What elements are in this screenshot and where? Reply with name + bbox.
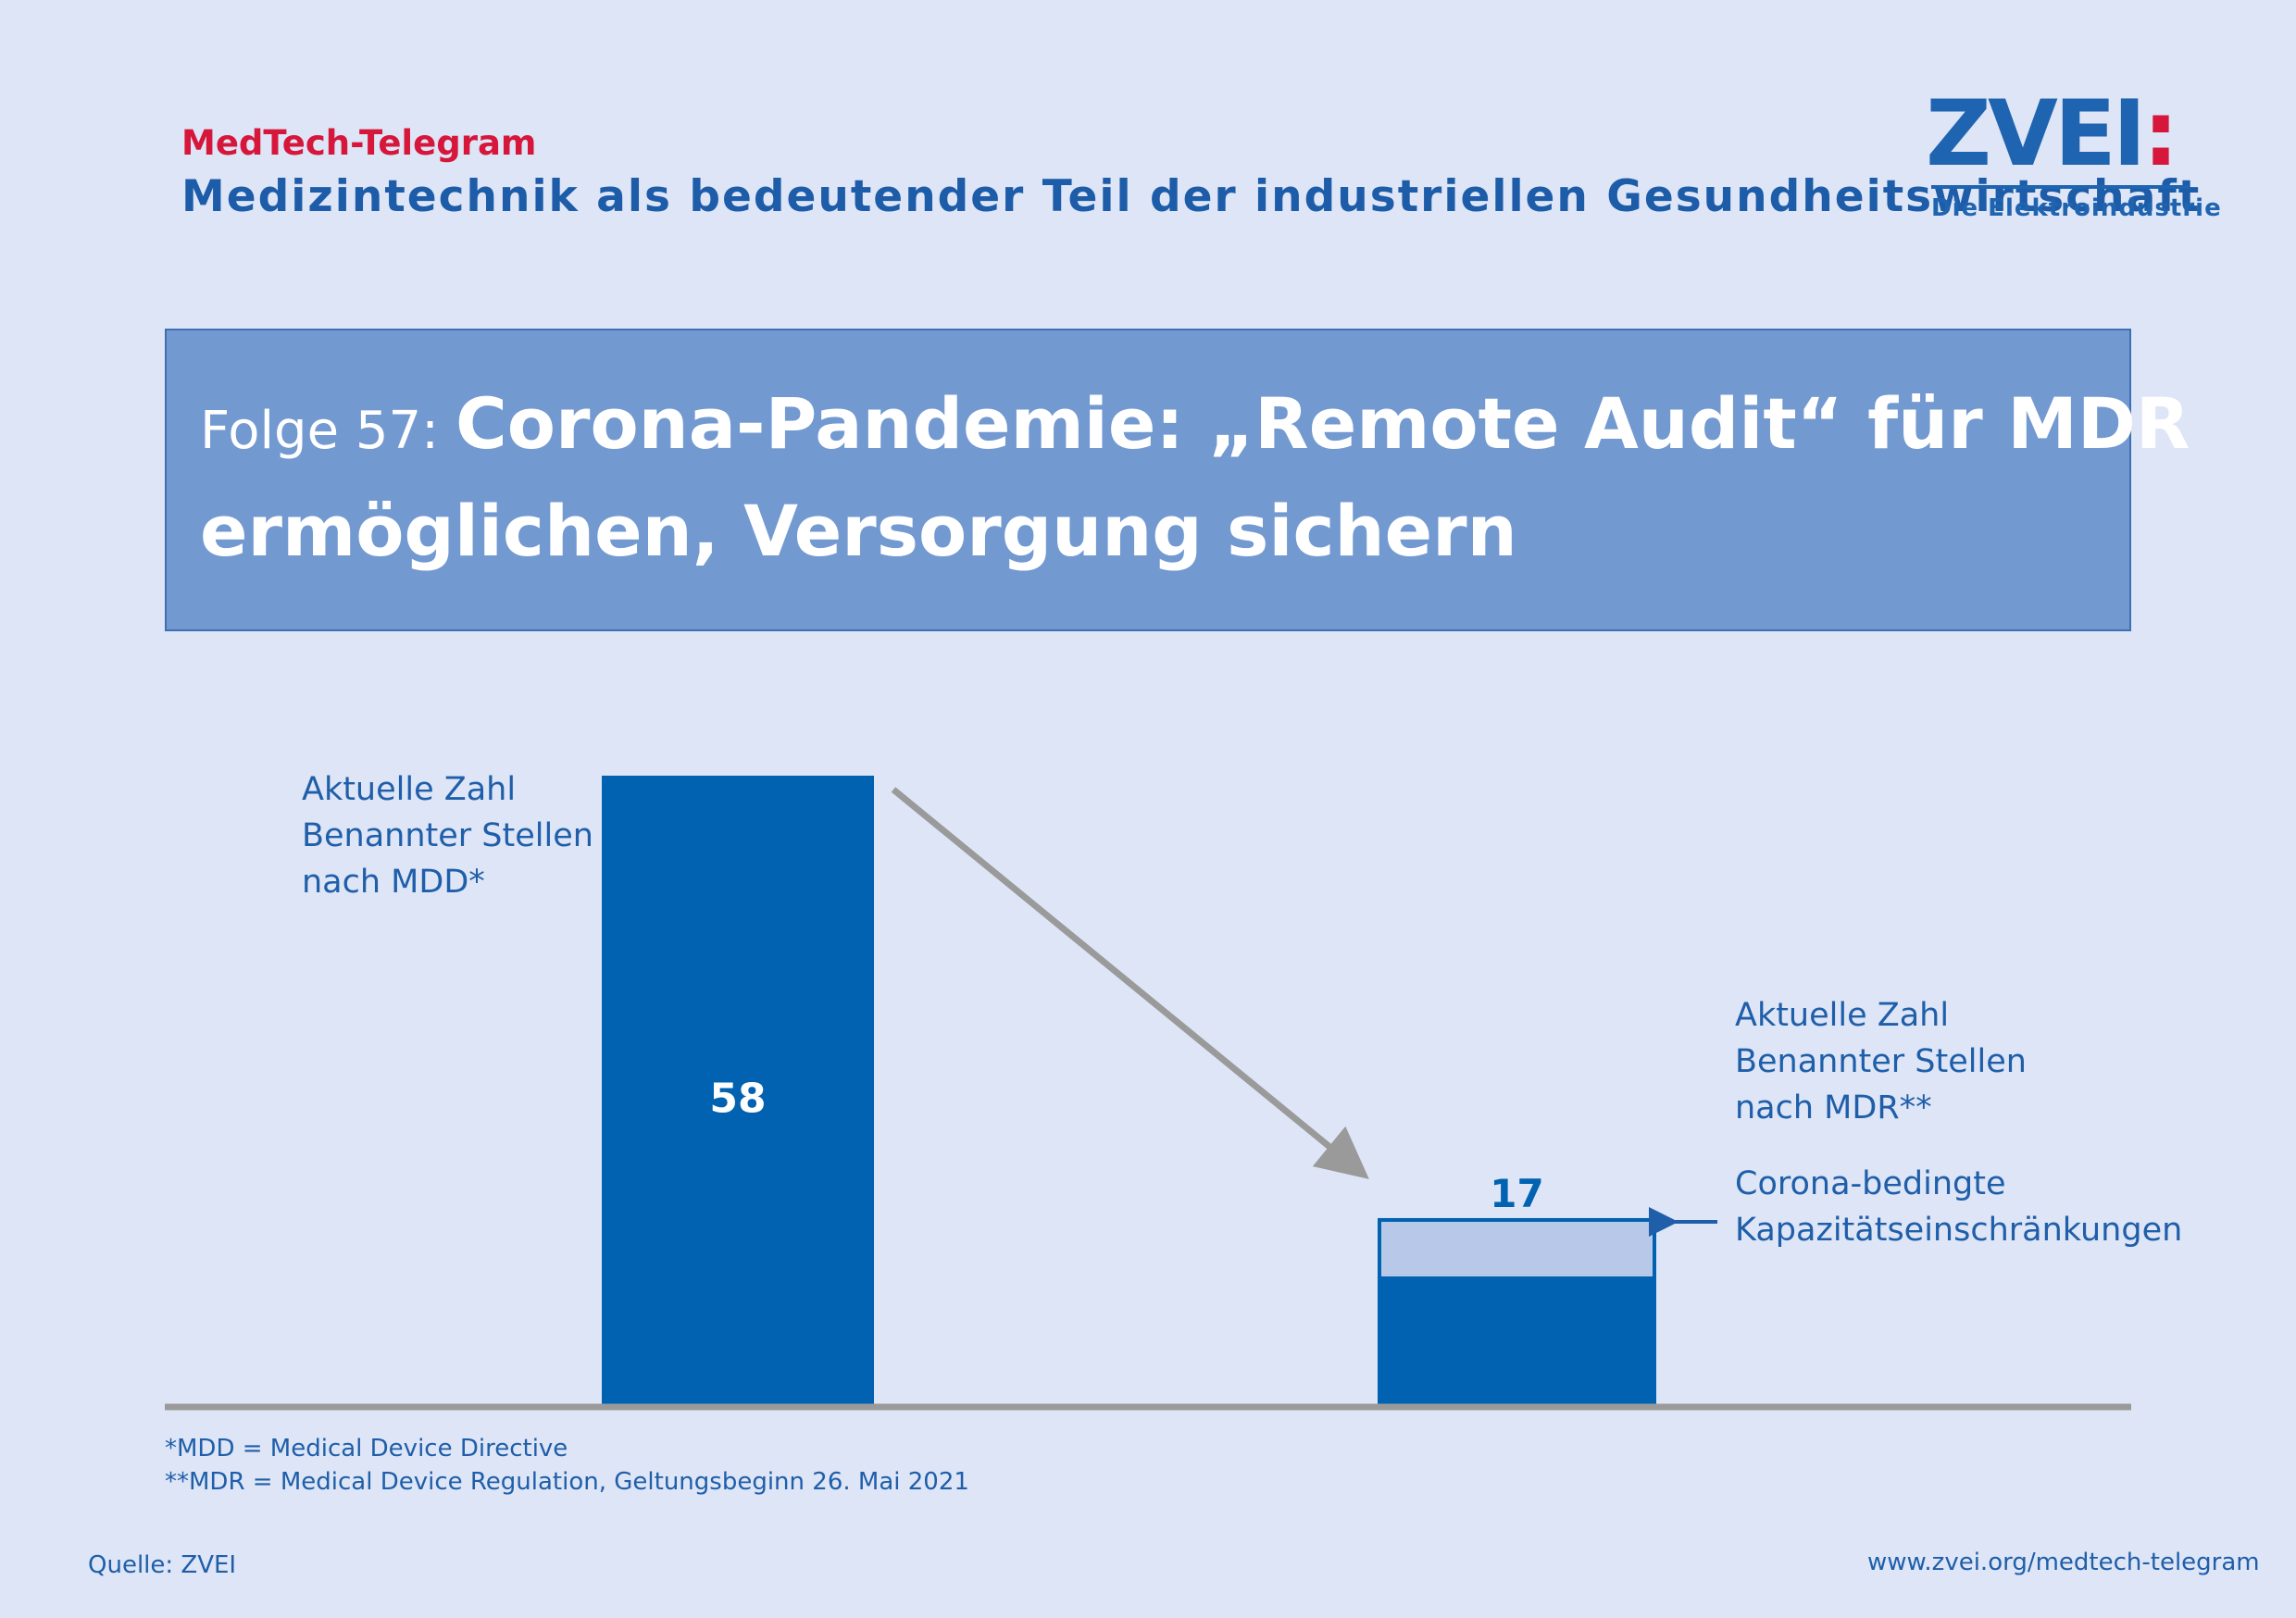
footer-url: www.zvei.org/medtech-telegram xyxy=(1867,1549,2260,1576)
kicker-title: MedTech-Telegram xyxy=(181,123,537,163)
title-banner: Folge 57: Corona-Pandemie: „Remote Audit“… xyxy=(165,329,2190,631)
logo-rule xyxy=(1931,185,2189,189)
page-subtitle: Medizintechnik als bedeutender Teil der … xyxy=(181,171,2202,222)
logo-tagline: Die Elektroindustrie xyxy=(1931,194,2222,222)
category-label-mdr: Aktuelle Zahl Benannter Stellen nach MDR… xyxy=(1735,997,2027,1126)
logo-wordmark: ZVEI: xyxy=(1926,81,2179,187)
headline-part-2: ermöglichen, Versorgung sichern xyxy=(200,490,1517,572)
bar-mdd xyxy=(602,776,874,1404)
episode-label: Folge 57: xyxy=(200,401,439,461)
footnote-mdr: **MDR = Medical Device Regulation, Geltu… xyxy=(165,1468,969,1496)
bar-mdr-reduced-segment xyxy=(1378,1217,1656,1280)
headline-part-1: Corona-Pandemie: „Remote Audit“ für MDR xyxy=(455,382,2190,465)
data-label-mdr: 17 xyxy=(1490,1171,1543,1216)
bar-mdr xyxy=(1379,1277,1654,1404)
category-label-mdd: Aktuelle Zahl Benannter Stellen nach MDD… xyxy=(302,771,593,901)
zvei-logo: ZVEI: Die Elektroindustrie xyxy=(1926,81,2221,228)
footnote-mdd: *MDD = Medical Device Directive xyxy=(165,1435,568,1462)
data-label-mdd: 58 xyxy=(709,1076,766,1123)
source-note: Quelle: ZVEI xyxy=(88,1551,237,1579)
trend-arrow xyxy=(891,787,1369,1179)
banner-line-1: Folge 57: Corona-Pandemie: „Remote Audit“… xyxy=(200,382,2190,465)
corona-annotation: Corona-bedingte Kapazitätseinschränkunge… xyxy=(1735,1165,2183,1249)
